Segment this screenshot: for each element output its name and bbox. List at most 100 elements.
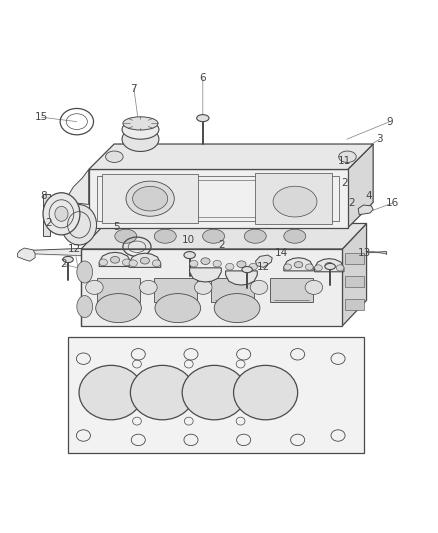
Text: 12: 12 <box>256 262 269 271</box>
Ellipse shape <box>248 263 257 270</box>
Bar <box>68 337 364 453</box>
Polygon shape <box>129 253 160 268</box>
Ellipse shape <box>196 115 208 122</box>
Text: 15: 15 <box>35 112 48 122</box>
Text: 11: 11 <box>337 156 350 166</box>
Polygon shape <box>255 255 272 268</box>
Ellipse shape <box>336 265 343 271</box>
Text: 3: 3 <box>375 134 382 144</box>
Bar <box>96 278 139 302</box>
Ellipse shape <box>338 151 355 163</box>
Ellipse shape <box>122 259 131 265</box>
Ellipse shape <box>202 229 224 243</box>
Ellipse shape <box>95 294 141 322</box>
Bar <box>153 278 196 302</box>
Ellipse shape <box>241 266 252 273</box>
Polygon shape <box>81 223 366 249</box>
Text: 7: 7 <box>130 84 137 94</box>
Ellipse shape <box>122 127 159 151</box>
Ellipse shape <box>304 280 322 294</box>
Text: 2: 2 <box>60 260 67 269</box>
Polygon shape <box>283 258 312 271</box>
Ellipse shape <box>61 205 96 245</box>
Ellipse shape <box>305 264 312 270</box>
Text: 14: 14 <box>274 248 287 259</box>
Ellipse shape <box>140 257 149 264</box>
Polygon shape <box>342 223 366 326</box>
Ellipse shape <box>99 259 107 265</box>
Ellipse shape <box>272 186 316 217</box>
Text: 8: 8 <box>40 191 47 201</box>
Polygon shape <box>189 268 221 282</box>
Ellipse shape <box>105 151 123 163</box>
Bar <box>255 173 332 224</box>
Ellipse shape <box>293 262 302 268</box>
Ellipse shape <box>79 365 143 420</box>
Bar <box>269 278 312 302</box>
Ellipse shape <box>85 280 103 294</box>
Ellipse shape <box>129 260 137 266</box>
Ellipse shape <box>324 262 333 269</box>
Text: 2: 2 <box>347 198 354 208</box>
Text: 5: 5 <box>113 222 120 232</box>
Ellipse shape <box>237 261 245 268</box>
Ellipse shape <box>132 187 167 211</box>
Polygon shape <box>18 248 35 261</box>
Ellipse shape <box>77 261 92 283</box>
Ellipse shape <box>194 280 212 294</box>
Text: 16: 16 <box>385 198 399 208</box>
Ellipse shape <box>244 229 265 243</box>
Polygon shape <box>225 271 257 285</box>
Ellipse shape <box>184 252 195 259</box>
Ellipse shape <box>214 294 259 322</box>
Ellipse shape <box>182 365 246 420</box>
Ellipse shape <box>55 206 68 221</box>
Ellipse shape <box>43 193 80 235</box>
Ellipse shape <box>110 256 119 263</box>
Bar <box>210 278 253 302</box>
Text: 10: 10 <box>181 235 194 245</box>
Ellipse shape <box>225 263 233 270</box>
Bar <box>88 169 347 228</box>
Text: 9: 9 <box>385 117 392 127</box>
Text: 12: 12 <box>68 244 81 254</box>
Ellipse shape <box>152 260 160 266</box>
Ellipse shape <box>130 365 194 420</box>
Text: 2: 2 <box>340 178 347 188</box>
Bar <box>81 249 342 326</box>
Ellipse shape <box>122 120 159 139</box>
Polygon shape <box>347 144 372 228</box>
Ellipse shape <box>212 260 221 267</box>
Ellipse shape <box>201 258 209 264</box>
Ellipse shape <box>126 181 174 216</box>
Ellipse shape <box>233 365 297 420</box>
Ellipse shape <box>154 229 176 243</box>
Polygon shape <box>88 144 372 169</box>
Text: 13: 13 <box>357 248 370 259</box>
Text: 2: 2 <box>218 240 225 251</box>
Bar <box>344 299 364 310</box>
Text: 2: 2 <box>45 217 52 228</box>
Ellipse shape <box>115 229 137 243</box>
Ellipse shape <box>283 229 305 243</box>
Polygon shape <box>314 259 343 272</box>
Ellipse shape <box>77 296 92 318</box>
Ellipse shape <box>324 263 335 270</box>
Ellipse shape <box>63 256 73 263</box>
Bar <box>344 276 364 287</box>
Bar <box>102 174 198 223</box>
Text: 6: 6 <box>199 72 206 83</box>
Text: 4: 4 <box>364 191 371 201</box>
Ellipse shape <box>250 280 267 294</box>
Bar <box>106 181 329 217</box>
Ellipse shape <box>139 280 157 294</box>
Polygon shape <box>43 194 61 236</box>
Ellipse shape <box>314 265 321 271</box>
Polygon shape <box>357 205 372 215</box>
Ellipse shape <box>283 264 291 270</box>
Polygon shape <box>64 169 88 205</box>
Ellipse shape <box>123 117 158 130</box>
Bar <box>97 176 338 221</box>
Ellipse shape <box>155 294 200 322</box>
Polygon shape <box>99 252 131 266</box>
